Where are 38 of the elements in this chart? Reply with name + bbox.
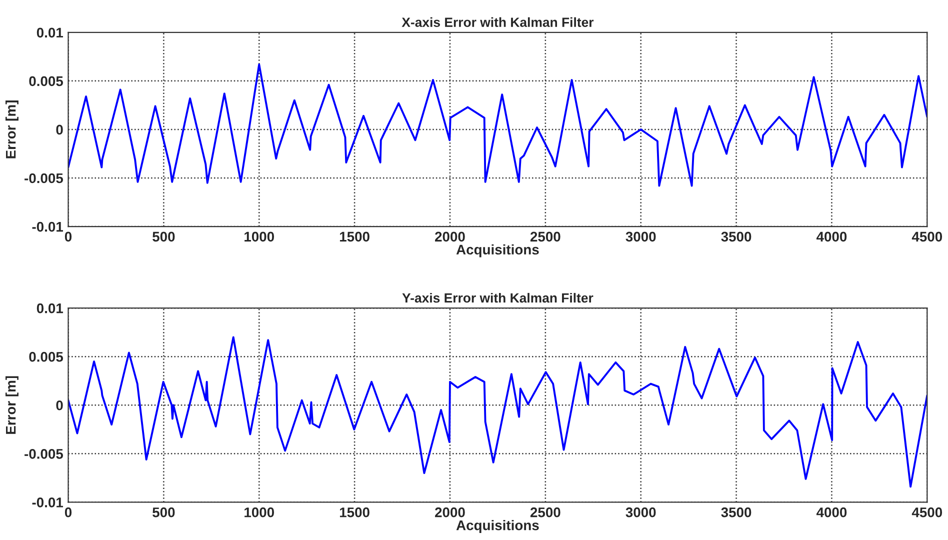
x-tick-label: 2000 [435, 232, 465, 242]
x-tick-label: 4000 [816, 232, 847, 242]
x-axis-title: Acquisitions [456, 520, 539, 533]
x-tick-label: 1000 [244, 507, 274, 518]
x-tick-label: 4000 [816, 507, 847, 518]
y-tick-label: 0.005 [29, 352, 64, 362]
y-tick-label: 0.01 [36, 28, 64, 38]
x-tick-label: 2500 [530, 507, 560, 518]
y-axis-title: Error [m] [6, 100, 18, 158]
x-tick-label: 4500 [912, 232, 942, 242]
x-tick-label: 0 [64, 507, 72, 518]
y-tick-label: -0.005 [24, 449, 64, 459]
x-tick-label: 500 [152, 507, 175, 518]
x-tick-label: 1500 [340, 232, 370, 242]
x-tick-label: 1500 [340, 507, 370, 518]
y-tick-label: -0.01 [32, 222, 64, 232]
y-tick-label: -0.01 [32, 498, 64, 508]
y-tick-label: 0.01 [36, 303, 64, 314]
x-tick-label: 1000 [244, 232, 274, 242]
x-tick-label: 3000 [626, 232, 656, 242]
y-tick-label: 0 [56, 400, 63, 410]
x-tick-label: 500 [152, 232, 175, 242]
y-tick-label: 0 [56, 124, 63, 135]
x-tick-label: 3500 [721, 507, 752, 518]
x-tick-label: 0 [64, 232, 72, 242]
y-tick-label: -0.005 [24, 173, 64, 184]
x-tick-label: 3500 [721, 232, 752, 242]
y-tick-label: 0.005 [29, 76, 64, 86]
chart-title: X-axis Error with Kalman Filter [402, 17, 594, 27]
x-tick-label: 2000 [435, 507, 465, 518]
x-axis-title: Acquisitions [456, 244, 539, 258]
x-tick-label: 2500 [530, 232, 560, 242]
x-tick-label: 3000 [626, 507, 656, 518]
x-tick-label: 4500 [912, 507, 942, 518]
line-series [68, 63, 928, 187]
chart-title: Y-axis Error with Kalman Filter [402, 292, 594, 303]
line-series [68, 336, 928, 488]
y-axis-title: Error [m] [6, 376, 18, 434]
